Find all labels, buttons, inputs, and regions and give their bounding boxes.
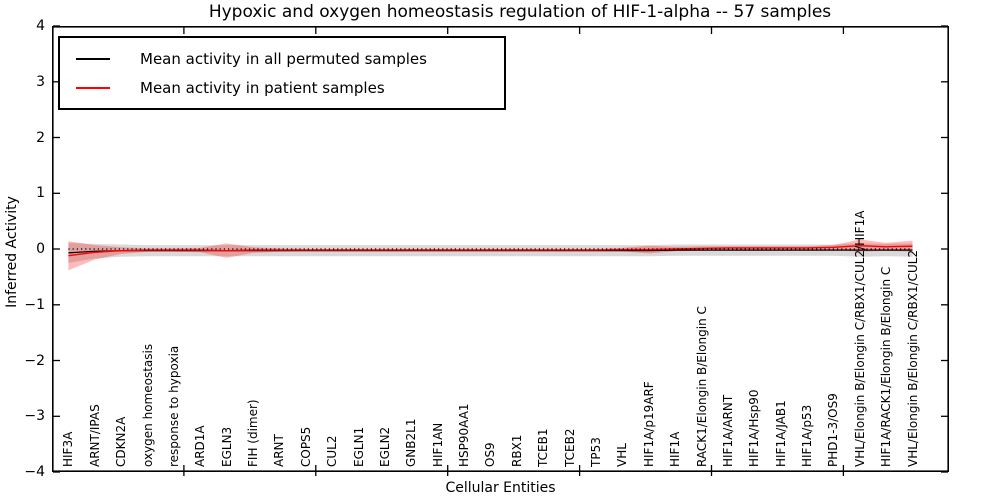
x-category-label: COPS5: [298, 426, 313, 467]
legend-item-label: Mean activity in patient samples: [140, 78, 385, 97]
legend-item: Mean activity in patient samples: [60, 73, 504, 102]
x-axis-label: Cellular Entities: [445, 480, 556, 496]
x-category-label: HIF1A: [668, 431, 683, 467]
x-category-label: ARNT/IPAS: [87, 404, 102, 467]
legend-item: Mean activity in all permuted samples: [60, 44, 504, 73]
x-category-label: GNB2L1: [404, 418, 419, 467]
y-tick-label: 0: [36, 241, 45, 257]
x-category-label: HIF1AN: [430, 422, 445, 467]
x-category-label: HSP90AA1: [457, 403, 472, 467]
y-tick-label: −4: [24, 464, 45, 480]
y-tick-label: 2: [36, 129, 45, 146]
patient-mean-line: [68, 244, 913, 257]
x-category-label: RBX1: [509, 434, 524, 467]
legend-line-swatch: [76, 86, 110, 89]
x-category-label: TCEB2: [562, 428, 577, 467]
x-category-label: OS9: [483, 442, 498, 467]
x-category-label: VHL/Elongin B/Elongin C/RBX1/CUL2: [905, 249, 920, 467]
x-category-label: response to hypoxia: [166, 345, 181, 467]
x-category-label: VHL/Elongin B/Elongin C/RBX1/CUL2/HIF1A: [852, 210, 867, 467]
x-category-label: HIF1A/JAB1: [773, 400, 788, 467]
y-tick-label: 1: [36, 185, 45, 202]
plot-area: [52, 25, 950, 476]
x-category-label: PHD1-3/OS9: [826, 393, 841, 467]
x-category-label: HIF1A/p53: [800, 404, 814, 467]
legend-item-label: Mean activity in all permuted samples: [140, 49, 427, 68]
legend-line-swatch: [76, 57, 110, 60]
x-category-label: FIH (dimer): [246, 399, 260, 467]
y-tick-label: −1: [24, 296, 45, 313]
x-category-label: oxygen homeostasis: [140, 343, 155, 467]
x-category-label: ARD1A: [193, 425, 208, 467]
x-category-label: TCEB1: [536, 428, 551, 467]
x-category-label: ARNT: [272, 434, 287, 467]
x-category-label: VHL: [615, 443, 630, 467]
x-category-label: EGLN1: [351, 426, 366, 467]
legend: Mean activity in all permuted samples Mea…: [58, 36, 506, 110]
x-category-label: EGLN2: [377, 426, 392, 467]
x-category-label: CUL2: [325, 435, 340, 467]
x-category-label: TP53: [589, 437, 603, 467]
x-category-label: HIF1A/RACK1/Elongin B/Elongin C: [879, 266, 894, 467]
x-category-label: CDKN2A: [114, 416, 129, 467]
chart-title: Hypoxic and oxygen homeostasis regulatio…: [208, 2, 832, 22]
x-category-label: HIF1A/Hsp90: [747, 389, 762, 467]
x-category-label: HIF3A: [61, 431, 76, 467]
y-axis-label: Inferred Activity: [4, 196, 20, 308]
permuted-band: [68, 242, 913, 263]
patient-band: [68, 239, 913, 271]
x-category-label: HIF1A/ARNT: [720, 394, 735, 467]
y-tick-label: 4: [36, 18, 45, 34]
y-tick-label: 3: [36, 73, 45, 90]
plot-frame: [52, 26, 950, 472]
y-tick-label: −3: [24, 408, 45, 425]
x-category-label: HIF1A/p19ARF: [641, 381, 656, 467]
x-category-label: EGLN3: [219, 426, 234, 467]
y-tick-label: −2: [24, 352, 45, 369]
x-category-label: RACK1/Elongin B/Elongin C: [694, 306, 709, 467]
